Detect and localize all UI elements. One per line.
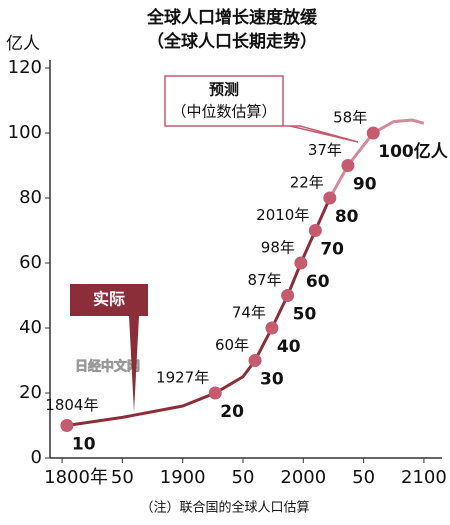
x-tick-label: 50 <box>232 467 255 488</box>
data-point <box>323 191 337 205</box>
x-tick-label: 2000 <box>280 467 326 488</box>
annotation-box <box>70 284 148 412</box>
value-label: 10 <box>72 435 96 455</box>
chart-subtitle: （全球人口长期走势） <box>147 31 317 52</box>
annotation-box <box>164 75 359 143</box>
year-label: 74年 <box>232 304 266 322</box>
x-tick-label: 50 <box>352 467 375 488</box>
y-tick-label: 80 <box>19 187 42 208</box>
data-point <box>281 289 295 302</box>
annotation-label: （中位数估算） <box>171 103 276 121</box>
value-label: 60 <box>306 272 330 292</box>
x-tick-label: 1900 <box>160 467 206 488</box>
year-label: 98年 <box>261 239 295 257</box>
year-label: 1804年 <box>45 396 98 414</box>
year-label: 60年 <box>215 336 249 354</box>
year-label: 1927年 <box>156 369 209 387</box>
y-tick-label: 20 <box>19 382 42 403</box>
value-label: 50 <box>293 305 317 325</box>
x-tick-label: 1800年 <box>44 467 108 488</box>
year-label: 22年 <box>290 174 324 192</box>
x-tick-label: 2100 <box>401 467 447 488</box>
value-label: 80 <box>335 207 359 227</box>
data-point <box>294 256 308 270</box>
watermark: 日经中文网 <box>75 359 140 375</box>
value-label: 70 <box>320 240 344 260</box>
data-point <box>265 321 279 335</box>
value-label: 40 <box>277 337 301 357</box>
data-point <box>248 354 262 367</box>
x-tick-label: 50 <box>111 467 134 488</box>
data-point <box>341 159 355 172</box>
y-tick-label: 40 <box>19 317 42 338</box>
y-tick-label: 100 <box>8 122 42 143</box>
value-label: 100亿人 <box>378 141 448 162</box>
annotation-label: 实际 <box>93 290 125 309</box>
annotation-label: 预测 <box>209 81 239 99</box>
year-label: 2010年 <box>256 206 309 224</box>
value-label: 90 <box>353 175 377 195</box>
year-label: 37年 <box>308 141 342 159</box>
year-label: 58年 <box>333 109 367 127</box>
data-point <box>60 419 74 432</box>
data-point <box>308 224 322 237</box>
y-tick-label: 120 <box>8 57 42 78</box>
value-label: 30 <box>260 370 284 390</box>
y-tick-label: 0 <box>31 447 42 468</box>
year-label: 87年 <box>248 271 282 289</box>
y-tick-label: 60 <box>19 252 42 273</box>
data-point <box>208 386 222 400</box>
value-label: 20 <box>220 402 244 422</box>
chart-title: 全球人口增长速度放缓 <box>146 7 318 28</box>
y-axis-label: 亿人 <box>6 34 40 54</box>
footnote: （注）联合国的全球人口估算 <box>140 500 309 516</box>
data-point <box>366 126 380 140</box>
